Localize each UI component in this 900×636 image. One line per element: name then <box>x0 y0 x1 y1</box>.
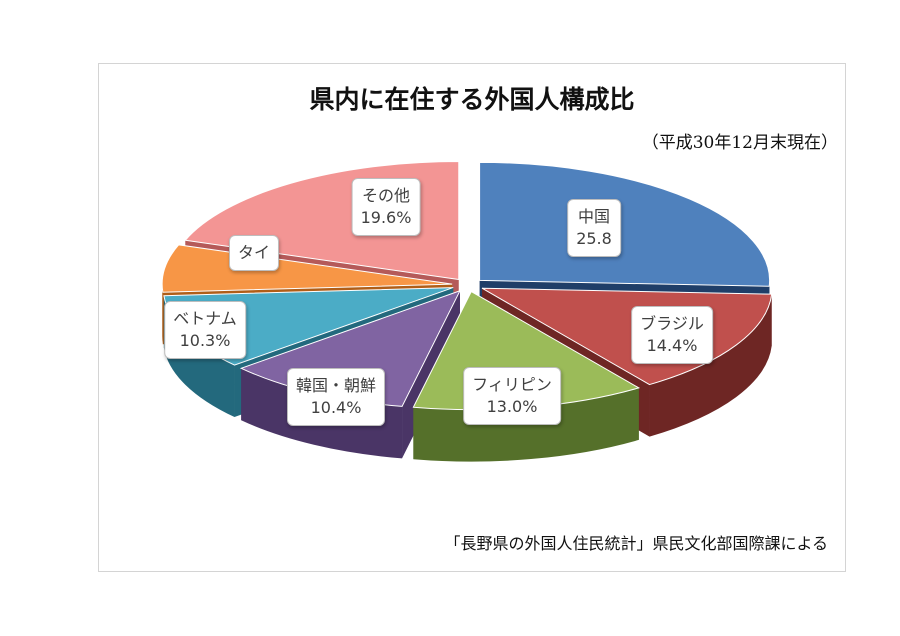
slice-value-0: 25.8 <box>576 229 612 248</box>
slice-name-3: 韓国・朝鮮 <box>295 376 377 395</box>
slice-0-top <box>479 161 771 287</box>
chart-subtitle: （平成30年12月末現在） <box>641 133 838 153</box>
slice-value-4: 10.3% <box>179 331 231 350</box>
slice-label-4: ベトナム 10.3% <box>164 301 246 359</box>
slice-value-2: 13.0% <box>486 397 538 416</box>
slice-label-5: タイ <box>228 235 280 271</box>
slice-name-4: ベトナム <box>173 309 237 328</box>
slice-value-1: 14.4% <box>646 336 698 355</box>
slice-label-6: その他 19.6% <box>351 178 421 236</box>
slice-label-1: ブラジル 14.4% <box>631 306 713 364</box>
chart-source: 「長野県の外国人住民統計」県民文化部国際課による <box>444 534 828 553</box>
slice-name-2: フィリピン <box>472 375 552 394</box>
slice-name-0: 中国 <box>577 207 610 226</box>
slice-label-0: 中国 25.8 <box>567 199 621 257</box>
slice-value-3: 10.4% <box>310 398 362 417</box>
slice-name-5: タイ <box>237 243 271 262</box>
slice-label-3: 韓国・朝鮮 10.4% <box>286 368 386 426</box>
slice-name-6: その他 <box>361 186 411 205</box>
slice-value-6: 19.6% <box>360 208 412 227</box>
slice-5-side <box>162 284 163 345</box>
slice-label-2: フィリピン 13.0% <box>463 367 561 425</box>
slice-name-1: ブラジル <box>640 314 704 333</box>
slice-1-side <box>649 294 772 437</box>
chart-title: 県内に在住する外国人構成比 <box>309 85 635 114</box>
